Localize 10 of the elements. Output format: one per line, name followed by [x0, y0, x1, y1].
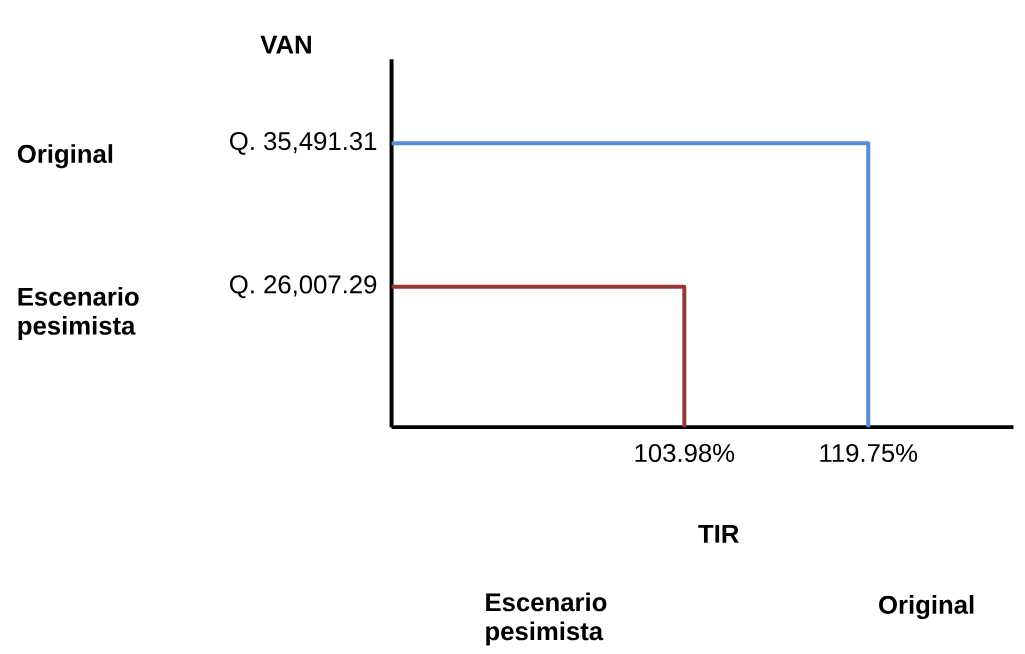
y-tick-label: Q. 35,491.31 [230, 131, 377, 155]
y-axis-title: VAN [260, 35, 311, 54]
y-tick-label: Q. 26,007.29 [230, 275, 377, 299]
text: Original [17, 144, 113, 169]
text: Original [879, 595, 974, 620]
x-axis-title: TIR [698, 524, 739, 543]
x-tick-label: 119.75% [820, 443, 918, 463]
x-tick-label: 103.98% [635, 443, 735, 463]
text: Escenario pesimista [486, 592, 607, 646]
text: Escenario pesimista [18, 286, 139, 340]
